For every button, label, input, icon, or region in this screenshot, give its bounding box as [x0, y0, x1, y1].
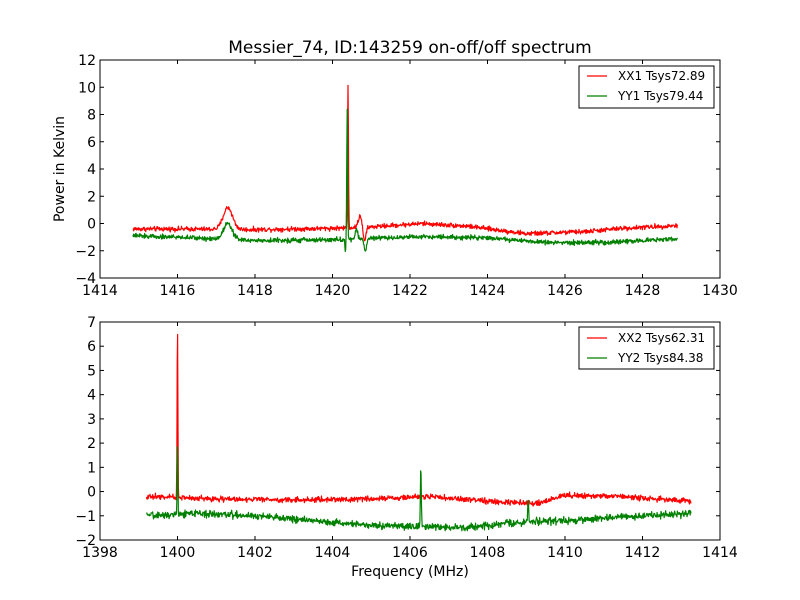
y-tick-label: 4 [87, 162, 96, 178]
y-tick-label: 5 [87, 363, 96, 379]
legend-entry-yy1: YY1 Tsys79.44 [617, 89, 703, 103]
x-tick-label: 1404 [315, 545, 351, 561]
series-line-yy2 [145, 446, 692, 532]
series-line-xx2 [145, 333, 692, 507]
y-tick-label: 2 [87, 436, 96, 452]
y-tick-label: 1 [87, 460, 96, 476]
x-tick-label: 1424 [470, 283, 506, 299]
x-tick-label: 1414 [702, 545, 738, 561]
legend-entry-xx1: XX1 Tsys72.89 [618, 69, 705, 83]
bottom-axes-ticks: 1398 1400 1402 1404 1406 1408 1410 1412 1414−2−1… [75, 315, 738, 561]
x-tick-label: 1414 [82, 283, 118, 299]
legend-box [578, 326, 715, 370]
x-tick-label: 1416 [160, 283, 196, 299]
y-tick-label: −2 [75, 244, 96, 260]
y-tick-label: 10 [78, 80, 96, 96]
x-tick-label: 1426 [547, 283, 583, 299]
y-tick-label: −2 [75, 533, 96, 549]
x-tick-label: 1408 [470, 545, 506, 561]
y-tick-label: 0 [87, 217, 96, 233]
top-legend: XX1 Tsys72.89 YY1 Tsys79.44 [578, 65, 715, 109]
series-line-yy1 [132, 108, 678, 253]
y-tick-label: 0 [87, 485, 96, 501]
top-spectrum-lines [132, 84, 678, 253]
bottom-spectrum-axes: 1398 1400 1402 1404 1406 1408 1410 1412 1414−2−1… [75, 315, 738, 580]
legend-box [578, 65, 715, 109]
y-tick-label: 6 [87, 135, 96, 151]
y-tick-label: 4 [87, 388, 96, 404]
top-spectrum-axes: 1414 1416 1418 1420 1422 1424 1426 1428 1430 −4 −2… [52, 53, 738, 299]
y-tick-label: 2 [87, 189, 96, 205]
x-axis-label: Frequency (MHz) [351, 564, 469, 580]
series-line-xx1 [132, 84, 678, 242]
x-tick-label: 1412 [625, 545, 661, 561]
x-tick-label: 1402 [237, 545, 273, 561]
x-tick-label: 1400 [160, 545, 196, 561]
y-tick-label: −1 [75, 509, 96, 525]
bottom-legend: XX2 Tsys62.31 YY2 Tsys84.38 [578, 326, 715, 370]
y-tick-label: 6 [87, 339, 96, 355]
legend-entry-xx2: XX2 Tsys62.31 [618, 331, 705, 345]
bottom-spectrum-lines [145, 333, 692, 532]
x-tick-label: 1422 [392, 283, 428, 299]
y-tick-label: 3 [87, 412, 96, 428]
y-tick-label: −4 [75, 271, 96, 287]
x-tick-label: 1398 [82, 545, 118, 561]
x-tick-label: 1418 [237, 283, 273, 299]
chart-title: Messier_74, ID:143259 on-off/off spectru… [228, 38, 592, 58]
x-tick-label: 1428 [625, 283, 661, 299]
y-tick-label: 7 [87, 315, 96, 331]
top-axes-ticks: 1414 1416 1418 1420 1422 1424 1426 1428 1430 −4 −2… [75, 53, 737, 299]
x-tick-label: 1410 [547, 545, 583, 561]
x-tick-label: 1420 [315, 283, 351, 299]
y-tick-label: 12 [78, 53, 96, 69]
y-axis-label: Power in Kelvin [52, 116, 68, 222]
legend-entry-yy2: YY2 Tsys84.38 [617, 351, 703, 365]
x-tick-label: 1406 [392, 545, 428, 561]
y-tick-label: 8 [87, 108, 96, 124]
x-tick-label: 1430 [702, 283, 738, 299]
